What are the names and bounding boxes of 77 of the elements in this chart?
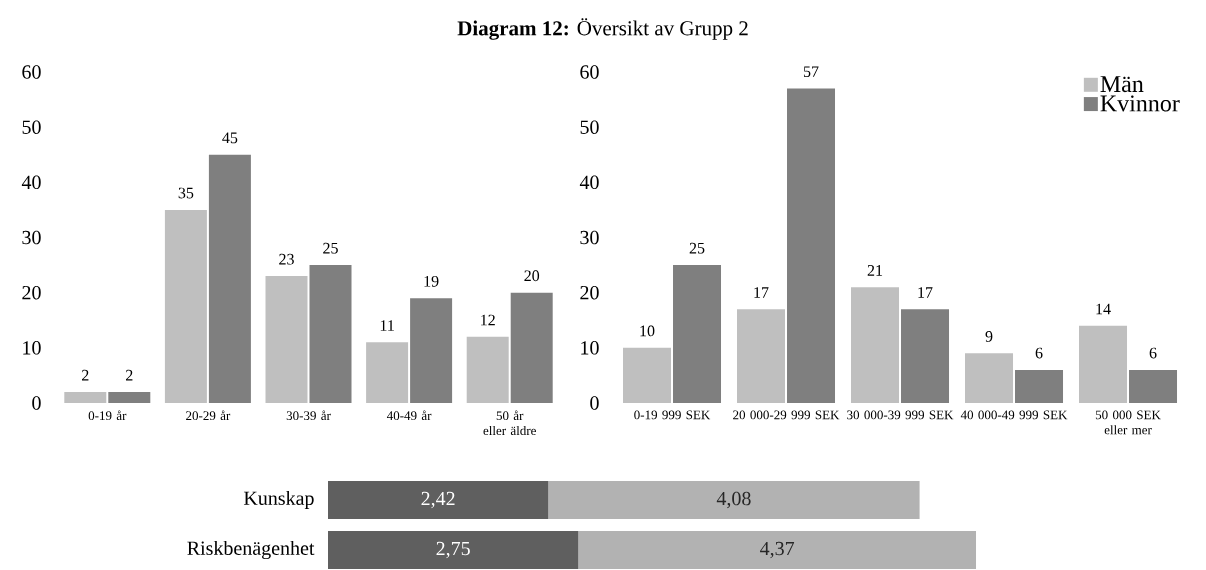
bar bbox=[548, 481, 920, 519]
y-tick-label: 30 bbox=[580, 230, 599, 245]
y-tick-label: 10 bbox=[23, 341, 41, 355]
bar bbox=[623, 347, 672, 403]
bar bbox=[673, 265, 722, 403]
y-tick-label: 40 bbox=[21, 175, 41, 190]
legend-label: Män bbox=[1100, 76, 1144, 93]
data-label: 2 bbox=[82, 369, 89, 381]
bar bbox=[466, 336, 509, 403]
legend-label: Kvinnor bbox=[1100, 95, 1180, 112]
y-tick-label: 20 bbox=[580, 285, 599, 300]
data-label: 25 bbox=[323, 242, 338, 254]
y-tick-label: Riskbenägenhet bbox=[187, 540, 315, 560]
y-tick-label: Kunskap bbox=[243, 490, 314, 510]
x-tick-label: 20-29 år bbox=[186, 410, 231, 421]
x-tick-label: 50 000 SEK eller mer bbox=[1095, 410, 1161, 435]
data-label: 9 bbox=[985, 331, 993, 342]
bar bbox=[1129, 369, 1178, 403]
x-tick-label: 40-49 år bbox=[386, 410, 432, 421]
data-label: 2 bbox=[126, 369, 133, 381]
data-label: 25 bbox=[689, 242, 705, 254]
y-tick-label: 60 bbox=[22, 65, 41, 79]
bar bbox=[328, 531, 579, 569]
bar bbox=[64, 391, 107, 403]
bar bbox=[578, 531, 977, 569]
data-label: 20 bbox=[524, 270, 540, 282]
bar bbox=[1079, 325, 1128, 403]
data-label: 4,37 bbox=[760, 541, 795, 559]
bar bbox=[208, 154, 251, 403]
x-tick-label: 30-39 år bbox=[286, 410, 331, 421]
y-tick-label: 50 bbox=[580, 120, 599, 134]
x-tick-label: 40 000-49 999 SEK bbox=[960, 410, 1068, 420]
bar bbox=[309, 265, 352, 403]
data-label: 10 bbox=[640, 325, 655, 337]
data-label: 57 bbox=[803, 66, 819, 78]
data-label: 12 bbox=[481, 314, 495, 326]
y-tick-label: 20 bbox=[22, 285, 41, 300]
bar bbox=[737, 309, 786, 403]
data-label: 45 bbox=[222, 132, 238, 144]
data-label: 14 bbox=[1096, 303, 1111, 315]
data-label: 2,75 bbox=[436, 541, 470, 559]
x-tick-label: 0-19 999 SEK bbox=[634, 410, 711, 420]
y-tick-label: 0 bbox=[32, 396, 41, 410]
data-label: 17 bbox=[754, 287, 769, 298]
bar bbox=[901, 309, 950, 403]
bar bbox=[410, 298, 453, 403]
bar bbox=[510, 292, 553, 403]
data-label: 19 bbox=[424, 275, 439, 287]
bar bbox=[787, 88, 836, 403]
data-label: 6 bbox=[1035, 347, 1043, 359]
data-label: 4,08 bbox=[716, 491, 751, 509]
data-label: 6 bbox=[1149, 347, 1157, 359]
x-tick-label: 20 000-29 999 SEK bbox=[733, 410, 840, 420]
bar bbox=[1015, 369, 1064, 403]
y-tick-label: 10 bbox=[581, 341, 599, 355]
bar bbox=[108, 391, 151, 403]
data-label: 21 bbox=[867, 265, 883, 276]
bar bbox=[164, 209, 207, 403]
y-tick-label: 30 bbox=[22, 230, 41, 245]
x-tick-label: 30 000-39 999 SEK bbox=[847, 410, 954, 420]
bar bbox=[328, 481, 549, 519]
y-tick-label: 0 bbox=[590, 396, 599, 410]
y-tick-label: 50 bbox=[22, 120, 41, 134]
data-label: 11 bbox=[380, 320, 394, 331]
x-tick-label: 0-19 år bbox=[88, 410, 127, 421]
y-tick-label: 60 bbox=[580, 65, 599, 79]
data-label: 17 bbox=[918, 287, 933, 298]
x-tick-label: 50 år eller äldre bbox=[483, 410, 536, 436]
bar bbox=[265, 276, 308, 403]
bar bbox=[366, 342, 409, 403]
data-label: 2,42 bbox=[421, 491, 455, 509]
bar bbox=[851, 287, 900, 403]
text: Diagram 12: Översikt av Grupp 2 bbox=[457, 18, 748, 40]
data-label: 35 bbox=[178, 187, 194, 199]
data-label: 23 bbox=[279, 253, 294, 265]
bar bbox=[965, 353, 1014, 403]
y-tick-label: 40 bbox=[579, 175, 599, 190]
